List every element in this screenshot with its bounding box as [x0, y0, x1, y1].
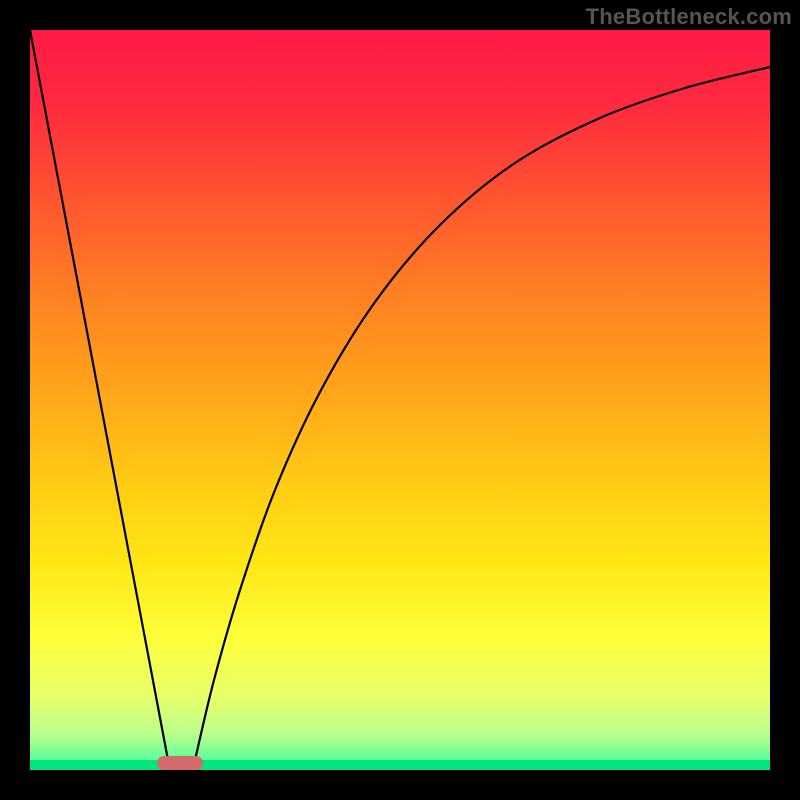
baseline-strip: [30, 760, 770, 770]
chart-svg: [0, 0, 800, 800]
plot-background: [30, 30, 770, 770]
trough-marker: [157, 756, 203, 770]
attribution-text: TheBottleneck.com: [586, 4, 792, 30]
bottleneck-chart: TheBottleneck.com: [0, 0, 800, 800]
